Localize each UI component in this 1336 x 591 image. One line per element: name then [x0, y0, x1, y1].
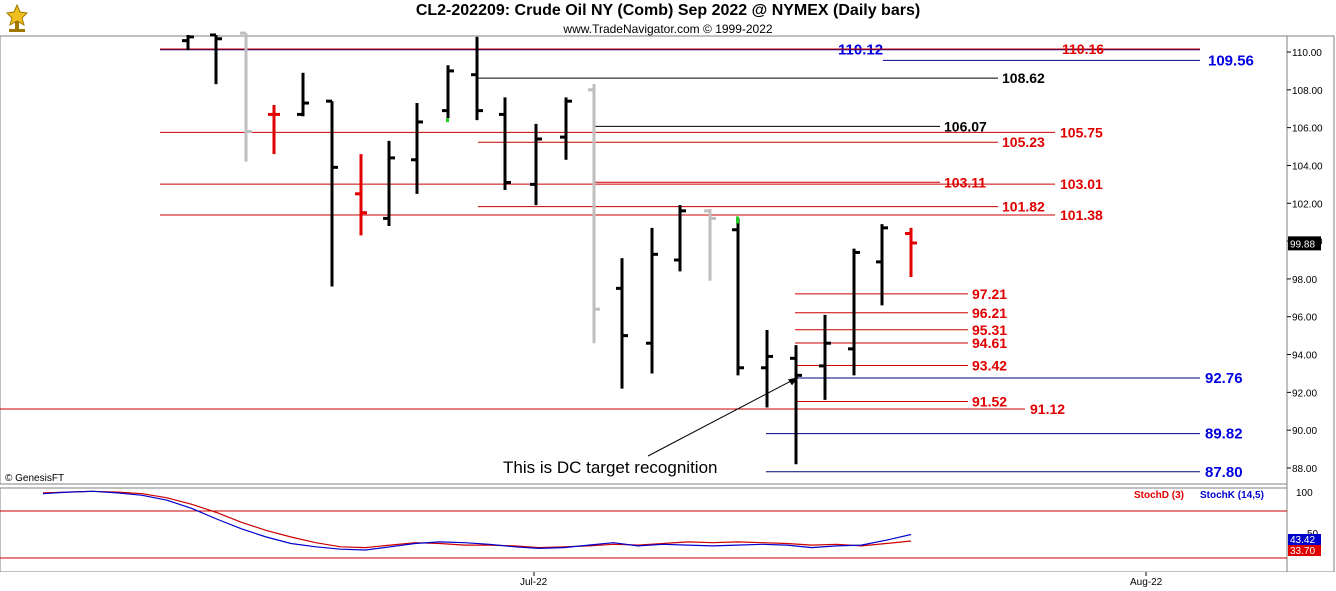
level-label-87.80: 87.80 [1205, 464, 1243, 481]
annotation-arrow-head [788, 377, 798, 386]
level-label-101.82: 101.82 [1002, 199, 1045, 215]
x-axis-panel [0, 572, 1336, 591]
y-tick-label: 96.00 [1292, 313, 1317, 324]
ohlc-bar [848, 248, 860, 376]
stoch-d-readout: 33.70 [1290, 546, 1315, 557]
ohlc-bar [182, 34, 194, 51]
ohlc-bar [646, 227, 658, 374]
level-label-97.21: 97.21 [972, 286, 1007, 302]
stoch-tick-label: 100 [1296, 488, 1313, 499]
ohlc-bar [905, 227, 917, 278]
green-signal-mark [446, 118, 449, 123]
y-tick-label: 104.00 [1292, 161, 1323, 172]
level-label-108.62: 108.62 [1002, 70, 1045, 86]
level-label-94.61: 94.61 [972, 335, 1007, 351]
ohlc-bar [588, 84, 600, 344]
ohlc-bar [674, 205, 686, 272]
ohlc-bar [616, 258, 628, 389]
price-panel [0, 35, 1288, 485]
ohlc-bar [355, 154, 367, 236]
stoch-series-d [42, 490, 912, 549]
ohlc-bar [210, 33, 222, 85]
chart-subtitle: www.TradeNavigator.com © 1999-2022 [563, 22, 773, 36]
level-label-96.21: 96.21 [972, 305, 1007, 321]
ohlc-bar [442, 65, 454, 119]
level-label-92.76: 92.76 [1205, 370, 1243, 387]
level-label-89.82: 89.82 [1205, 426, 1243, 443]
ohlc-bar [499, 97, 511, 191]
y-tick-label: 92.00 [1292, 388, 1317, 399]
ohlc-bar [297, 72, 309, 117]
y-tick-label: 102.00 [1292, 199, 1323, 210]
green-signal-mark [736, 216, 739, 224]
level-label-103.11: 103.11 [944, 174, 986, 190]
y-tick-label: 90.00 [1292, 426, 1317, 437]
ohlc-bar [471, 36, 483, 121]
ohlc-bar [240, 31, 252, 162]
y-axis-panel [1286, 35, 1335, 573]
stoch-series-k [42, 490, 912, 551]
x-tick-label: Jul-22 [520, 577, 548, 588]
ohlc-bar [790, 345, 802, 465]
y-tick-label: 110.00 [1292, 48, 1322, 59]
stoch-k-readout: 43.42 [1290, 535, 1315, 546]
last-price-label: 99.88 [1290, 239, 1315, 250]
level-label-105.75: 105.75 [1060, 124, 1103, 140]
y-tick-label: 106.00 [1292, 124, 1323, 135]
level-label-93.42: 93.42 [972, 358, 1007, 374]
level-label-106.07: 106.07 [944, 118, 987, 134]
stoch-legend-k: StochK (14,5) [1200, 490, 1264, 501]
ohlc-bar [383, 140, 395, 226]
level-label-101.38: 101.38 [1060, 207, 1103, 223]
x-tick-label: Aug-22 [1130, 577, 1163, 588]
level-label-103.01: 103.01 [1060, 176, 1103, 192]
stoch-d-readout-bg [1288, 545, 1321, 556]
y-tick-label: 108.00 [1292, 86, 1323, 97]
level-label-110.12: 110.12 [838, 42, 883, 59]
ohlc-bar [530, 123, 542, 206]
ohlc-bar [761, 329, 773, 408]
annotation-arrow-line [647, 376, 799, 457]
ohlc-bar [876, 224, 888, 306]
annotation-text: This is DC target recognition [503, 458, 717, 477]
y-tick-label: 98.00 [1292, 275, 1317, 286]
last-price-marker [1288, 236, 1321, 251]
stochastic-panel [0, 487, 1288, 573]
ohlc-bar [411, 103, 423, 194]
ohlc-bar [704, 208, 716, 281]
ohlc-bar [819, 314, 831, 400]
level-label-110.16: 110.16 [1062, 41, 1104, 57]
level-label-95.31: 95.31 [972, 322, 1007, 338]
stoch-k-readout-bg [1288, 534, 1321, 545]
trade-navigator-logo-icon [3, 3, 31, 33]
level-label-105.23: 105.23 [1002, 134, 1045, 150]
ohlc-bar [560, 97, 572, 160]
y-tick-label: 88.00 [1292, 464, 1317, 475]
ohlc-bar [268, 104, 280, 155]
level-label-91.12: 91.12 [1030, 401, 1065, 417]
copyright-text: © GenesisFT [5, 473, 65, 484]
y-tick-label: 94.00 [1292, 351, 1317, 362]
level-label-109.56: 109.56 [1208, 52, 1254, 69]
stoch-legend-d: StochD (3) [1134, 490, 1184, 501]
level-label-91.52: 91.52 [972, 393, 1007, 409]
ohlc-bar [326, 99, 338, 287]
chart-title: CL2-202209: Crude Oil NY (Comb) Sep 2022… [415, 2, 921, 19]
ohlc-bar [732, 218, 744, 376]
